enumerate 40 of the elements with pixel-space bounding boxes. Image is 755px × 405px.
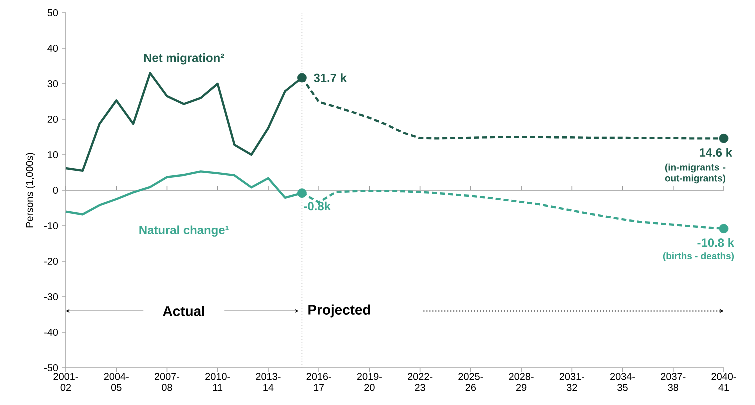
y-tick-label: 50 xyxy=(48,9,58,17)
x-tick-label: 2016-17 xyxy=(306,373,332,392)
y-tick-label: -30 xyxy=(44,293,58,301)
y-tick-label: 40 xyxy=(48,44,58,52)
x-tick-label: 2031-32 xyxy=(560,373,584,392)
x-tick-label: 2019-20 xyxy=(357,373,382,392)
y-tick-label: -40 xyxy=(44,328,58,336)
y-tick-label: 20 xyxy=(48,116,58,124)
y-tick-label: -20 xyxy=(44,258,58,266)
y-tick-label: 0 xyxy=(53,186,58,194)
point xyxy=(298,188,307,198)
annotation: (births - deaths) xyxy=(663,252,734,262)
x-tick-label: 2010-11 xyxy=(206,373,230,392)
x-tick-label: 2004-05 xyxy=(104,373,129,392)
text: Natural change¹ xyxy=(140,226,229,237)
series-label: Net migration² xyxy=(144,54,224,65)
x-tick-label: 2007-08 xyxy=(154,373,180,392)
annotation: Actual xyxy=(163,306,204,316)
x-tick-label: 2028-29 xyxy=(509,373,534,392)
y-axis-title: Persons (1,000s) xyxy=(26,153,36,228)
point xyxy=(719,134,729,144)
annotation: (in-migrants - out-migrants) xyxy=(665,164,726,184)
annotation: Projected xyxy=(308,304,370,318)
x-tick-label: 2040-41 xyxy=(712,373,736,392)
x-tick-label: 2013-14 xyxy=(256,373,281,392)
point xyxy=(298,73,307,83)
y-tick-label: 10 xyxy=(48,151,58,159)
point xyxy=(719,224,729,234)
x-tick-label: 2037-38 xyxy=(661,373,686,392)
y-tick-label: -10 xyxy=(44,222,58,230)
x-tick-label: 2025-26 xyxy=(458,373,484,392)
x-tick-label: 2034-35 xyxy=(610,373,636,392)
annotation: 31.7 k xyxy=(314,74,347,82)
x-tick-label: 2001-02 xyxy=(54,373,78,392)
x-tick-label: 2022-23 xyxy=(408,373,433,392)
y-tick-label: 30 xyxy=(48,80,58,88)
annotation: -10.8 k xyxy=(698,238,734,248)
y-tick-label: -50 xyxy=(44,364,58,372)
annotation: -0.8k xyxy=(304,202,331,211)
annotation: 14.6 k xyxy=(700,148,732,157)
